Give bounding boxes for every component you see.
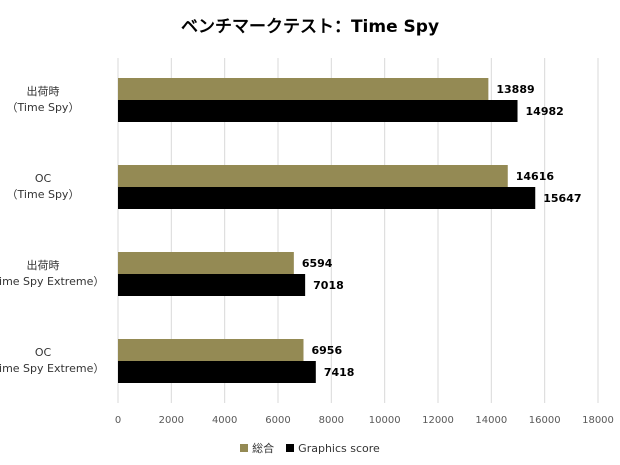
legend-item: Graphics score — [286, 442, 380, 455]
x-tick-label: 16000 — [529, 415, 561, 426]
category-label-line1: OC — [34, 172, 52, 185]
legend-swatch — [240, 444, 249, 452]
x-tick-label: 18000 — [582, 415, 614, 426]
data-label: 15647 — [543, 192, 581, 205]
data-label: 14982 — [526, 105, 564, 118]
data-label: 14616 — [516, 170, 555, 183]
x-tick-label: 2000 — [159, 415, 184, 426]
category-label-line2: （Time Spy） — [6, 101, 80, 114]
legend-label: Graphics score — [298, 441, 380, 455]
legend: 総合 Graphics score — [0, 440, 620, 456]
category-label: OC （Time Spy Extreme） — [0, 345, 108, 377]
x-tick-label: 12000 — [422, 415, 454, 426]
category-label-line2: （Time Spy Extreme） — [0, 362, 105, 375]
legend-item: 総合 — [240, 440, 274, 456]
data-labels: 13889 14982 14616 15647 6594 7018 6956 7418 — [302, 83, 582, 379]
bars — [118, 78, 536, 383]
bar-graphics-score — [118, 361, 316, 383]
bar-total — [118, 252, 294, 274]
x-tick-label: 4000 — [212, 415, 237, 426]
x-tick-label: 10000 — [369, 415, 401, 426]
x-tick-label: 6000 — [265, 415, 290, 426]
data-label: 7418 — [324, 366, 355, 379]
category-label-line1: OC — [34, 346, 52, 359]
x-tick-label: 14000 — [475, 415, 507, 426]
x-tick-label: 0 — [115, 415, 121, 426]
data-label: 6956 — [311, 344, 342, 357]
legend-swatch — [286, 444, 295, 452]
category-label-line1: 出荷時 — [26, 85, 60, 98]
bar-graphics-score — [118, 274, 306, 296]
bar-graphics-score — [118, 187, 536, 209]
category-label: OC （Time Spy） — [0, 171, 108, 203]
bar-total — [118, 165, 508, 187]
category-label: 出荷時 （Time Spy） — [0, 84, 108, 116]
x-axis-ticks: 0 2000 4000 6000 8000 10000 12000 14000 16000 180… — [115, 415, 614, 426]
data-label: 7018 — [313, 279, 344, 292]
x-tick-label: 8000 — [319, 415, 344, 426]
legend-label: 総合 — [252, 442, 275, 455]
bar-total — [118, 339, 304, 361]
chart-title: ベンチマークテスト：Time Spy — [180, 17, 440, 37]
category-label: 出荷時 （Time Spy Extreme） — [0, 258, 108, 290]
category-label-line2: （Time Spy） — [6, 188, 80, 201]
bar-total — [118, 78, 489, 100]
category-label-line2: （Time Spy Extreme） — [0, 275, 105, 288]
data-label: 13889 — [496, 83, 534, 96]
bar-graphics-score — [118, 100, 518, 122]
category-label-line1: 出荷時 — [26, 259, 60, 272]
data-label: 6594 — [302, 257, 333, 270]
